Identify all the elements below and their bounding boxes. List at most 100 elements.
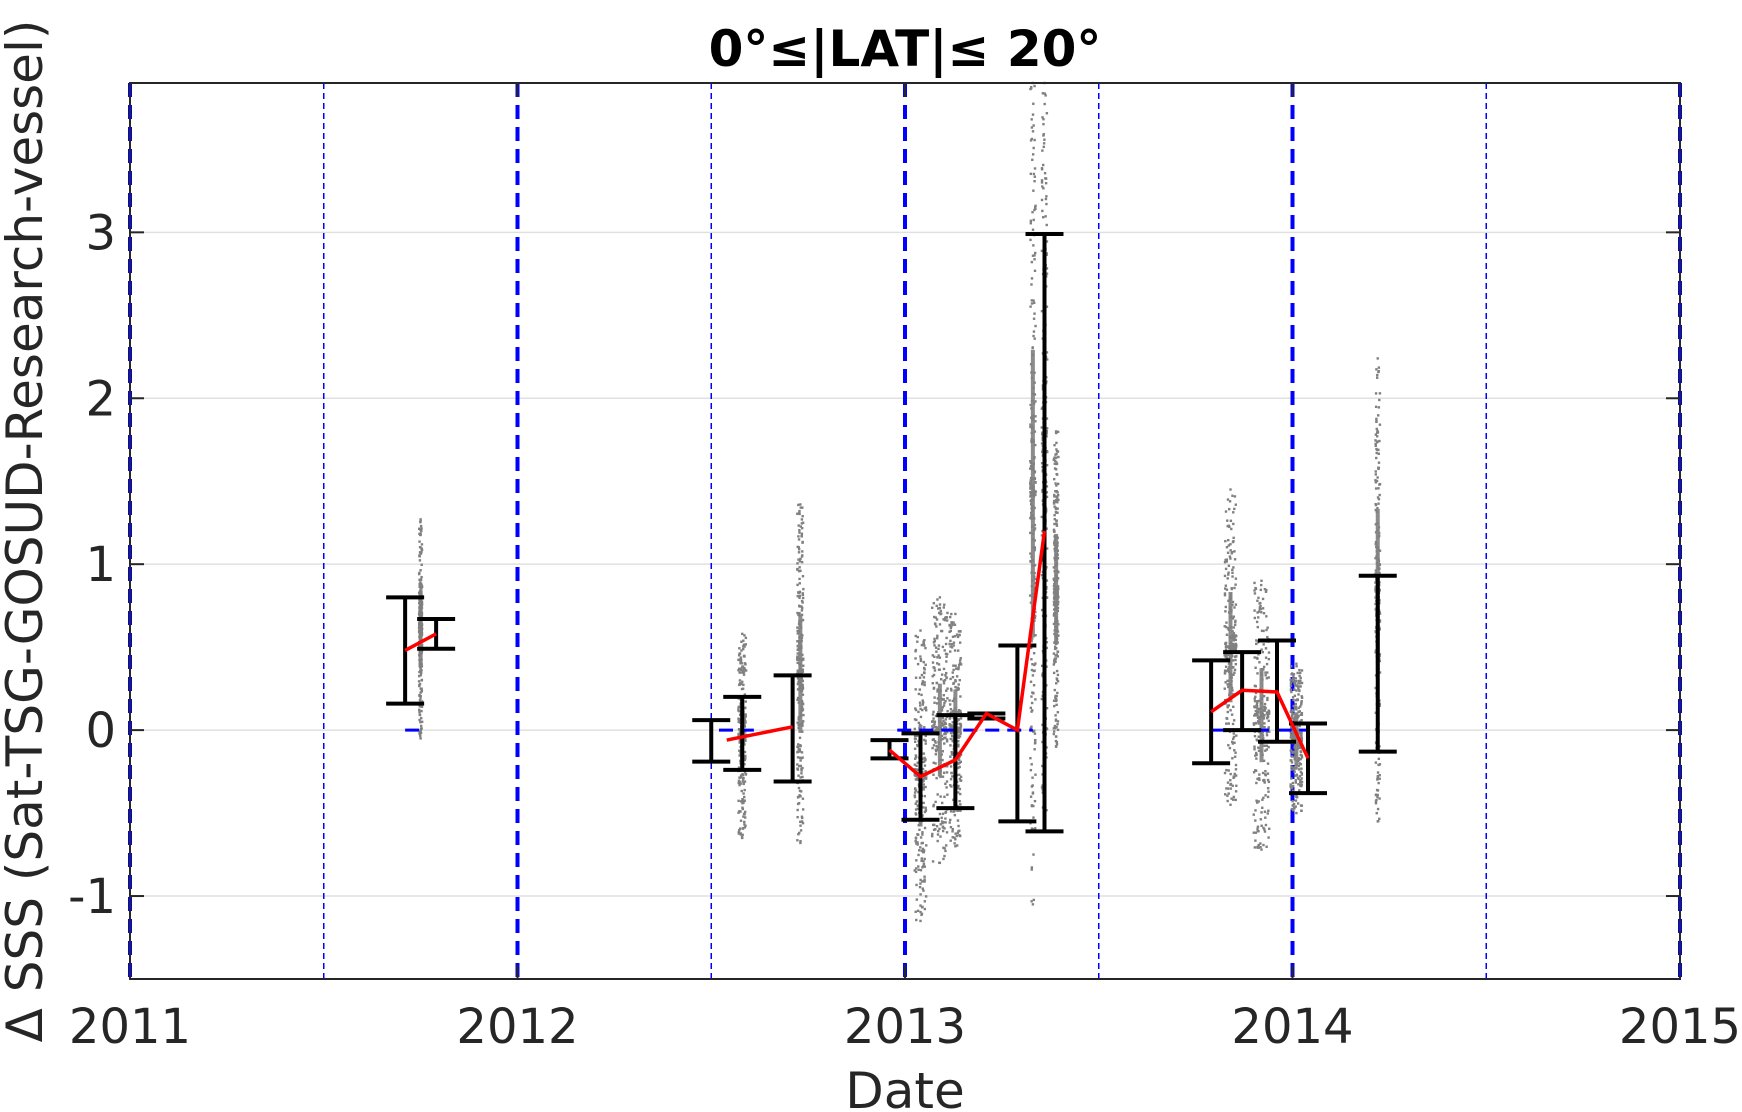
scatter-point bbox=[936, 729, 939, 732]
scatter-point bbox=[1262, 612, 1266, 615]
scatter-point bbox=[796, 611, 799, 615]
scatter-point bbox=[1031, 346, 1034, 349]
scatter-point bbox=[1231, 740, 1234, 744]
scatter-point bbox=[1294, 677, 1297, 680]
scatter-point bbox=[1055, 519, 1058, 523]
scatter-point bbox=[1233, 635, 1237, 638]
scatter-point bbox=[1226, 519, 1229, 522]
scatter-point bbox=[931, 713, 935, 716]
scatter-point bbox=[1041, 764, 1044, 768]
scatter-point bbox=[797, 503, 800, 507]
scatter-point bbox=[941, 825, 945, 828]
scatter-point bbox=[799, 744, 802, 747]
scatter-point bbox=[1374, 444, 1377, 447]
scatter-point bbox=[1261, 771, 1265, 775]
scatter-point bbox=[1052, 566, 1056, 569]
scatter-point bbox=[948, 716, 952, 720]
scatter-point bbox=[1289, 688, 1293, 691]
scatter-point bbox=[915, 800, 919, 803]
scatter-point bbox=[914, 789, 918, 792]
scatter-point bbox=[1375, 798, 1378, 802]
scatter-point bbox=[1377, 448, 1380, 452]
scatter-point bbox=[1053, 462, 1056, 465]
scatter-point bbox=[1045, 305, 1049, 308]
scatter-point bbox=[1265, 744, 1269, 747]
scatter-point bbox=[1045, 491, 1048, 494]
scatter-point bbox=[740, 789, 743, 793]
scatter-point bbox=[914, 808, 918, 811]
scatter-point bbox=[1032, 146, 1035, 150]
scatter-point bbox=[949, 755, 952, 758]
scatter-point bbox=[916, 843, 919, 846]
scatter-point bbox=[1231, 757, 1234, 760]
scatter-point bbox=[1052, 699, 1056, 702]
scatter-point bbox=[958, 777, 962, 781]
scatter-point bbox=[798, 560, 802, 563]
scatter-point bbox=[1265, 748, 1268, 751]
scatter-point bbox=[945, 771, 949, 774]
scatter-point bbox=[1256, 825, 1260, 828]
scatter-point bbox=[1292, 674, 1295, 677]
scatter-point bbox=[1295, 811, 1298, 815]
scatter-point bbox=[941, 737, 944, 741]
scatter-point bbox=[1299, 780, 1302, 784]
scatter-point bbox=[743, 706, 746, 710]
scatter-point bbox=[796, 657, 800, 660]
scatter-point bbox=[940, 697, 944, 701]
scatter-point bbox=[1226, 524, 1229, 528]
scatter-point bbox=[1298, 710, 1302, 713]
scatter-point bbox=[951, 721, 954, 724]
scatter-point bbox=[914, 754, 918, 757]
scatter-point bbox=[1231, 635, 1235, 638]
scatter-point bbox=[945, 676, 948, 679]
scatter-point bbox=[796, 682, 800, 686]
scatter-point bbox=[1223, 587, 1227, 590]
scatter-point bbox=[1033, 206, 1037, 209]
scatter-point bbox=[743, 693, 747, 696]
scatter-point bbox=[941, 775, 945, 778]
scatter-point bbox=[1032, 124, 1035, 127]
scatter-point bbox=[797, 535, 800, 538]
scatter-point bbox=[1292, 767, 1296, 771]
scatter-point bbox=[1229, 519, 1233, 522]
scatter-point bbox=[1054, 745, 1058, 748]
mean-line-segment bbox=[1210, 688, 1310, 760]
scatter-point bbox=[738, 829, 741, 832]
scatter-point bbox=[1253, 713, 1257, 716]
scatter-point bbox=[1232, 511, 1235, 514]
scatter-point bbox=[933, 823, 936, 827]
scatter-point bbox=[1260, 811, 1263, 814]
scatter-point bbox=[924, 739, 927, 743]
scatter-point bbox=[1030, 640, 1033, 643]
scatter-point bbox=[1032, 334, 1035, 338]
scatter-point bbox=[1252, 831, 1256, 834]
scatter-point bbox=[1376, 793, 1379, 797]
scatter-point bbox=[418, 713, 421, 717]
scatter-point bbox=[739, 658, 743, 662]
scatter-point bbox=[950, 750, 953, 754]
scatter-point bbox=[1261, 650, 1265, 654]
scatter-point bbox=[420, 563, 423, 567]
scatter-point bbox=[1374, 487, 1378, 490]
scatter-point bbox=[1226, 704, 1229, 707]
scatter-point bbox=[919, 904, 922, 907]
scatter-point bbox=[419, 673, 423, 677]
scatter-point bbox=[957, 791, 960, 794]
scatter-point bbox=[737, 658, 740, 662]
scatter-point bbox=[1055, 678, 1059, 681]
scatter-point bbox=[1227, 544, 1231, 547]
scatter-point bbox=[744, 757, 747, 760]
scatter-point bbox=[1056, 673, 1060, 677]
scatter-point bbox=[1254, 721, 1258, 725]
scatter-point bbox=[1234, 642, 1238, 646]
scatter-point bbox=[1029, 726, 1033, 730]
scatter-point bbox=[798, 736, 802, 740]
scatter-point bbox=[1261, 607, 1265, 610]
scatter-point bbox=[1233, 647, 1236, 650]
scatter-point bbox=[1267, 836, 1270, 839]
scatter-point bbox=[1034, 493, 1037, 496]
scatter-point bbox=[737, 654, 741, 657]
scatter-point bbox=[799, 506, 802, 509]
scatter-point bbox=[1291, 716, 1294, 720]
scatter-point bbox=[743, 743, 746, 746]
